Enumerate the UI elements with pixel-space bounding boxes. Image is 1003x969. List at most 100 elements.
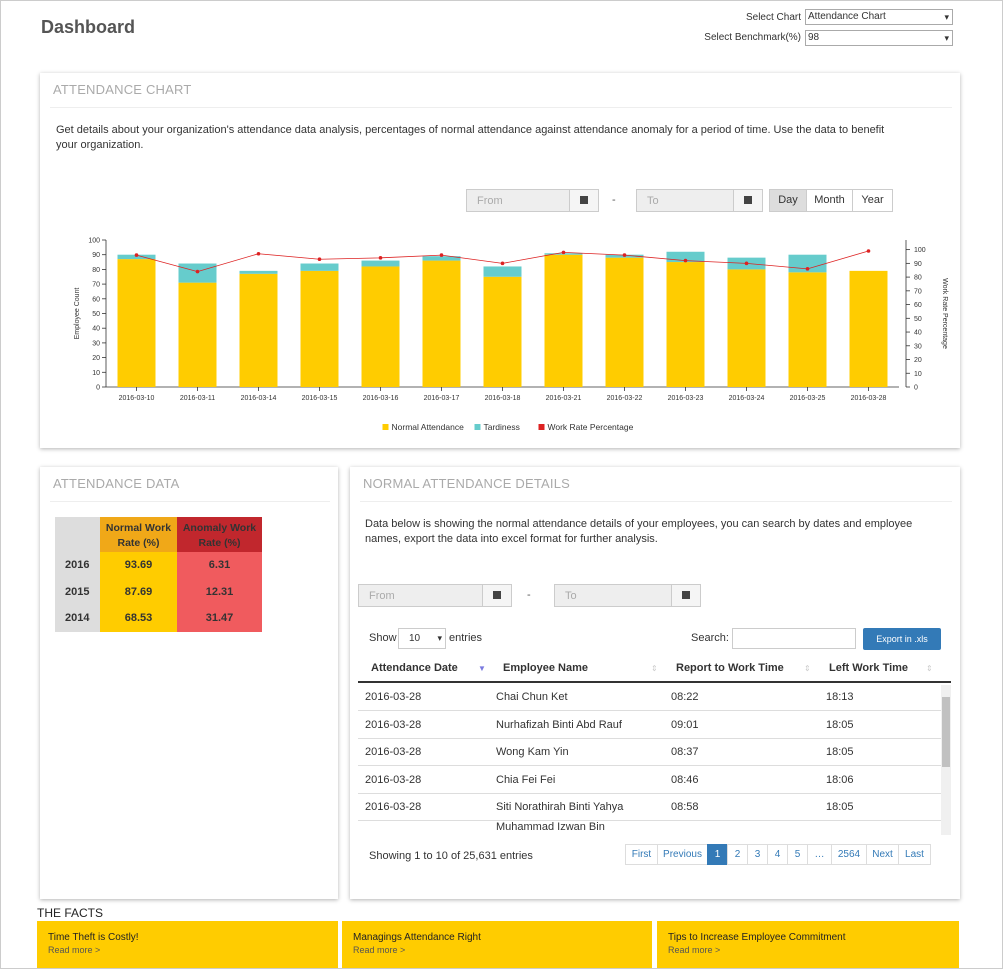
y-tick-label: 100: [88, 238, 100, 245]
period-button[interactable]: Month: [806, 189, 853, 212]
select-chart[interactable]: Attendance Chart: [805, 9, 953, 25]
table-cell: 18:13: [826, 691, 854, 703]
page-button[interactable]: …: [807, 844, 832, 865]
page-button[interactable]: Next: [866, 844, 899, 865]
bar: [666, 251, 705, 263]
select-label: Select Chart: [745, 12, 801, 23]
bar: [727, 269, 766, 387]
panel-title: ATTENDANCE DATA: [53, 476, 180, 491]
table-cell: 12.31: [177, 578, 262, 605]
show-label: Show: [369, 632, 397, 644]
page-button[interactable]: 3: [747, 844, 768, 865]
read-more-link[interactable]: Read more >: [668, 945, 721, 955]
placeholder: From: [477, 195, 503, 207]
y-tick-label: 40: [92, 326, 100, 333]
y-tick-label: 60: [92, 296, 100, 303]
fact-card[interactable]: Time Theft is Costly! Read more >: [37, 921, 338, 968]
y2-tick-label: 50: [914, 316, 922, 323]
table-cell: 2016-03-28: [365, 718, 422, 731]
page-button[interactable]: 2564: [831, 844, 867, 865]
bar: [300, 263, 339, 271]
bar: [361, 260, 400, 267]
line-point: [256, 251, 261, 256]
table-cell: 2016: [55, 552, 100, 579]
search-input[interactable]: [732, 628, 856, 649]
fact-card[interactable]: Tips to Increase Employee Commitment Read…: [657, 921, 959, 968]
date-to[interactable]: To: [636, 189, 763, 212]
table-cell: 87.69: [100, 578, 177, 605]
row-rule: [358, 765, 941, 766]
bar: [544, 254, 583, 387]
header-rule: [358, 681, 951, 683]
bar: [483, 276, 522, 387]
x-tick-label: 2016-03-10: [119, 395, 155, 402]
table-body: 2016-03-28 Chai Chun Ket 08:22 18:13 2016-03…: [358, 683, 951, 837]
page-button[interactable]: First: [625, 844, 658, 865]
bar: [788, 272, 827, 387]
page-button[interactable]: Previous: [657, 844, 708, 865]
page-button[interactable]: 4: [767, 844, 788, 865]
page-button[interactable]: Last: [898, 844, 931, 865]
separator: -: [527, 589, 531, 601]
x-tick-label: 2016-03-14: [241, 395, 277, 402]
page-button[interactable]: 5: [787, 844, 808, 865]
y-tick-label: 50: [92, 311, 100, 318]
table-cell: 08:22: [671, 691, 699, 703]
x-tick-label: 2016-03-21: [546, 395, 582, 402]
line-point: [622, 253, 627, 257]
legend-label: Tardiness: [484, 422, 520, 432]
info: Showing 1 to 10 of 25,631 entries: [369, 850, 533, 862]
bar: [239, 270, 278, 274]
date-from[interactable]: From: [466, 189, 599, 212]
y-tick-label: 70: [92, 282, 100, 289]
table-cell: 18:05: [826, 718, 854, 731]
line-point: [744, 261, 749, 266]
fact-title: Tips to Increase Employee Commitment: [668, 932, 846, 943]
column-header[interactable]: Report to Work Time: [676, 662, 784, 674]
entries-label: entries: [449, 632, 483, 644]
line-point: [439, 253, 444, 257]
y-tick-label: 20: [92, 355, 100, 362]
table-cell: Siti Norathirah Binti Yahya: [496, 801, 624, 813]
description: Get details about your organization's at…: [56, 124, 885, 151]
line-point: [500, 261, 505, 266]
bar: [422, 256, 461, 261]
page-size[interactable]: 10: [398, 628, 446, 649]
read-more-link[interactable]: Read more >: [48, 945, 101, 955]
bar: [666, 262, 705, 387]
date-to[interactable]: To: [554, 584, 701, 607]
line-point: [561, 250, 566, 255]
page-button[interactable]: 2: [727, 844, 748, 865]
line-point: [378, 256, 383, 260]
row-rule: [358, 820, 941, 821]
x-tick-label: 2016-03-28: [851, 395, 887, 402]
y2-tick-label: 10: [914, 371, 922, 378]
header-cell: [55, 517, 100, 552]
attendance-chart-panel: ATTENDANCE CHART Get details about your …: [40, 73, 960, 448]
sort-icon: ⇕: [651, 664, 658, 673]
column-header[interactable]: Left Work Time: [829, 662, 909, 674]
y-axis-title: Employee Count: [74, 288, 81, 340]
select-benchmark[interactable]: 98: [805, 30, 953, 46]
y2-tick-label: 90: [914, 261, 922, 268]
date-from[interactable]: From: [358, 584, 512, 607]
line-point: [683, 258, 688, 263]
table-cell: 2015: [55, 578, 100, 605]
export-button[interactable]: Export in .xls: [863, 628, 941, 650]
bar: [605, 257, 644, 387]
column-header[interactable]: Attendance Date: [371, 662, 458, 674]
legend-swatch: [474, 424, 481, 430]
period-button[interactable]: Year: [852, 189, 893, 212]
table-cell: Chai Chun Ket: [496, 691, 568, 703]
y2-tick-label: 20: [914, 357, 922, 364]
read-more-link[interactable]: Read more >: [353, 945, 406, 955]
panel-title: NORMAL ATTENDANCE DETAILS: [363, 476, 571, 491]
page-button[interactable]: 1: [707, 844, 728, 865]
column-header[interactable]: Employee Name: [503, 662, 588, 674]
y2-tick-label: 60: [914, 302, 922, 309]
table-cell: 93.69: [100, 552, 177, 579]
x-tick-label: 2016-03-22: [607, 395, 643, 402]
sort-icon: ⇕: [804, 664, 811, 673]
fact-card[interactable]: Managings Attendance Right Read more >: [342, 921, 652, 968]
table-cell: 18:05: [826, 746, 854, 758]
